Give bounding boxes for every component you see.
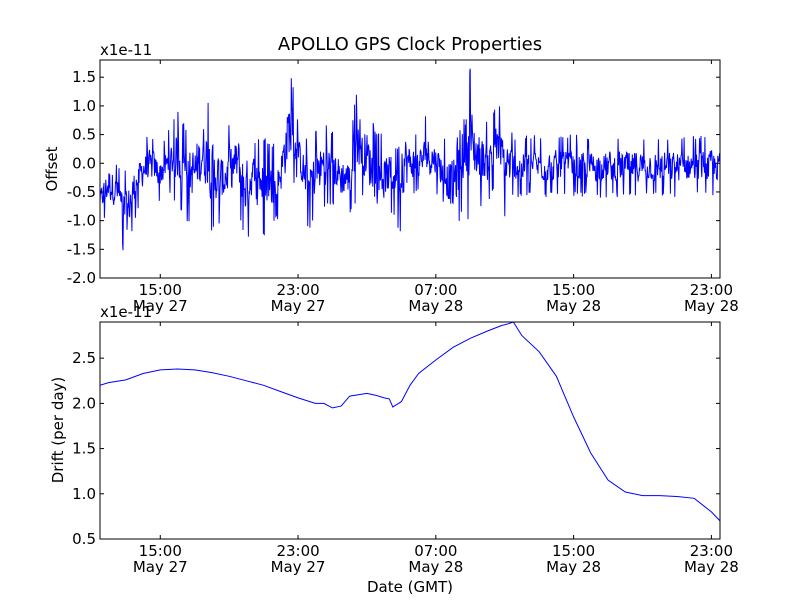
y-tick-label: -0.5 <box>67 183 96 201</box>
drift-series-line <box>100 322 720 522</box>
y-tick-label: 1.5 <box>72 68 96 86</box>
y-tick-label: 0.5 <box>72 530 96 548</box>
offset-y-ticks: -2.0 -1.5 -1.0 -0.5 0.0 0.5 1.0 1.5 <box>67 68 720 287</box>
y-tick-label: 2.5 <box>72 349 96 367</box>
x-tick-time-label: 23:00 <box>690 281 733 299</box>
y-tick-label: 0.0 <box>72 154 96 172</box>
x-tick-time-label: 23:00 <box>690 542 733 560</box>
y-tick-label: 1.0 <box>72 485 96 503</box>
x-tick-date-label: May 28 <box>684 558 739 576</box>
x-tick-date-label: May 28 <box>408 558 463 576</box>
x-tick-date-label: May 27 <box>271 297 326 315</box>
x-tick-date-label: May 27 <box>271 558 326 576</box>
x-tick-time-label: 15:00 <box>139 542 182 560</box>
drift-scale-label: x1e-11 <box>100 303 152 321</box>
drift-x-label: Date (GMT) <box>367 578 453 596</box>
series-line-path <box>100 68 720 251</box>
drift-y-ticks: 0.5 1.0 1.5 2.0 2.5 <box>72 349 720 548</box>
y-tick-label: 1.5 <box>72 440 96 458</box>
x-tick-date-label: May 27 <box>133 558 188 576</box>
x-tick-date-label: May 27 <box>133 297 188 315</box>
y-tick-label: -1.5 <box>67 240 96 258</box>
drift-y-label: Drift (per day) <box>49 377 67 484</box>
y-tick-label: -2.0 <box>67 269 96 287</box>
offset-panel: x1e-11 -2.0 -1.5 -1.0 -0.5 0.0 0.5 1.0 1.5 15:0… <box>43 41 739 315</box>
offset-plot-frame <box>99 59 721 279</box>
x-tick-time-label: 15:00 <box>552 281 595 299</box>
x-tick-time-label: 07:00 <box>414 281 457 299</box>
y-tick-label: 2.0 <box>72 394 96 412</box>
series-line-path <box>100 322 720 522</box>
y-tick-label: -1.0 <box>67 212 96 230</box>
offset-series-line <box>100 68 720 251</box>
x-tick-date-label: May 28 <box>546 297 601 315</box>
x-tick-time-label: 15:00 <box>552 542 595 560</box>
offset-y-label: Offset <box>43 146 61 191</box>
x-tick-date-label: May 28 <box>546 558 601 576</box>
drift-plot-frame <box>99 321 721 540</box>
y-tick-label: 0.5 <box>72 126 96 144</box>
y-tick-label: 1.0 <box>72 97 96 115</box>
offset-scale-label: x1e-11 <box>100 41 152 59</box>
chart-title: APOLLO GPS Clock Properties <box>278 34 542 55</box>
x-tick-date-label: May 28 <box>408 297 463 315</box>
x-tick-time-label: 07:00 <box>414 542 457 560</box>
x-tick-date-label: May 28 <box>684 297 739 315</box>
x-tick-time-label: 15:00 <box>139 281 182 299</box>
x-tick-time-label: 23:00 <box>276 281 319 299</box>
x-tick-time-label: 23:00 <box>276 542 319 560</box>
